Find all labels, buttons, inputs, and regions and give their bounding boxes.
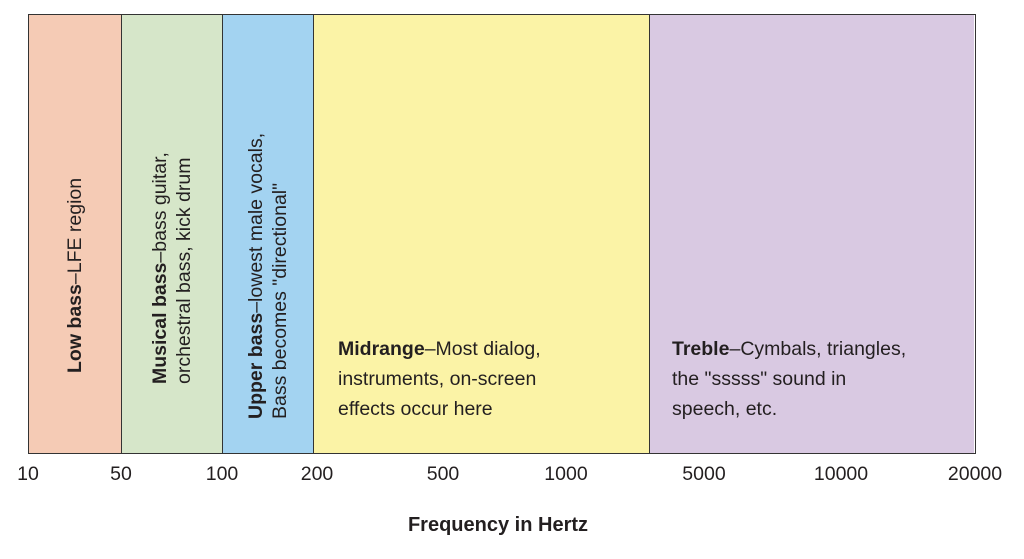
band-low-bass-label: Low bass–LFE region (63, 113, 87, 373)
x-tick-200: 200 (300, 463, 334, 485)
band-low-bass-description: LFE region (64, 177, 86, 274)
band-treble-label: Treble–Cymbals, triangles, the "sssss" s… (672, 334, 906, 424)
band-low-bass-name: Low bass (64, 283, 86, 373)
band-musical-bass-description-line-2: orchestral bass, kick drum (173, 157, 195, 385)
x-tick-1000: 1000 (544, 463, 588, 485)
band-upper-bass-dash: – (245, 301, 267, 313)
band-midrange-description-line-2: instruments, on-screen (338, 368, 537, 390)
band-midrange-name: Midrange (338, 338, 425, 360)
band-treble-dash: – (729, 338, 741, 360)
x-tick-20000: 20000 (947, 463, 1003, 485)
band-treble-name: Treble (672, 338, 730, 360)
band-treble-description-line-1: Cymbals, triangles, (740, 338, 907, 360)
band-treble: Treble–Cymbals, triangles, the "sssss" s… (650, 15, 974, 453)
band-upper-bass-description-line-1: lowest male vocals, (245, 132, 267, 302)
band-midrange-description-line-1: Most dialog, (435, 338, 541, 360)
band-midrange-label: Midrange–Most dialog, instruments, on-sc… (338, 334, 541, 424)
band-treble-description-line-3: speech, etc. (672, 398, 778, 420)
band-upper-bass-name: Upper bass (245, 312, 267, 419)
band-upper-bass-description-line-2: Bass becomes "directional" (269, 182, 291, 419)
x-axis-title-text: Frequency in Hertz (407, 514, 589, 536)
x-tick-50: 50 (110, 463, 132, 485)
band-treble-description-line-2: the "sssss" sound in (672, 368, 847, 390)
band-midrange: Midrange–Most dialog, instruments, on-sc… (314, 15, 650, 453)
band-musical-bass-name: Musical bass (149, 262, 171, 384)
x-tick-10000: 10000 (813, 463, 869, 485)
x-tick-10: 10 (17, 463, 39, 485)
band-low-bass-dash: – (64, 273, 86, 284)
band-midrange-dash: – (424, 338, 436, 360)
band-musical-bass-dash: – (149, 251, 171, 263)
band-low-bass: Low bass–LFE region (29, 15, 122, 453)
band-musical-bass-label: Musical bass–bass guitar, orchestral bas… (148, 84, 196, 384)
x-tick-500: 500 (426, 463, 460, 485)
band-upper-bass-label: Upper bass–lowest male vocals, Bass beco… (244, 49, 292, 419)
band-midrange-description-line-3: effects occur here (338, 398, 493, 420)
frequency-band-chart: Low bass–LFE region Musical bass–bass gu… (28, 14, 976, 454)
x-axis-title: Frequency in Hertz (0, 514, 1024, 537)
band-musical-bass-description-line-1: bass guitar, (149, 152, 171, 252)
band-musical-bass: Musical bass–bass guitar, orchestral bas… (122, 15, 223, 453)
x-tick-100: 100 (205, 463, 239, 485)
x-tick-5000: 5000 (682, 463, 726, 485)
band-upper-bass: Upper bass–lowest male vocals, Bass beco… (223, 15, 314, 453)
